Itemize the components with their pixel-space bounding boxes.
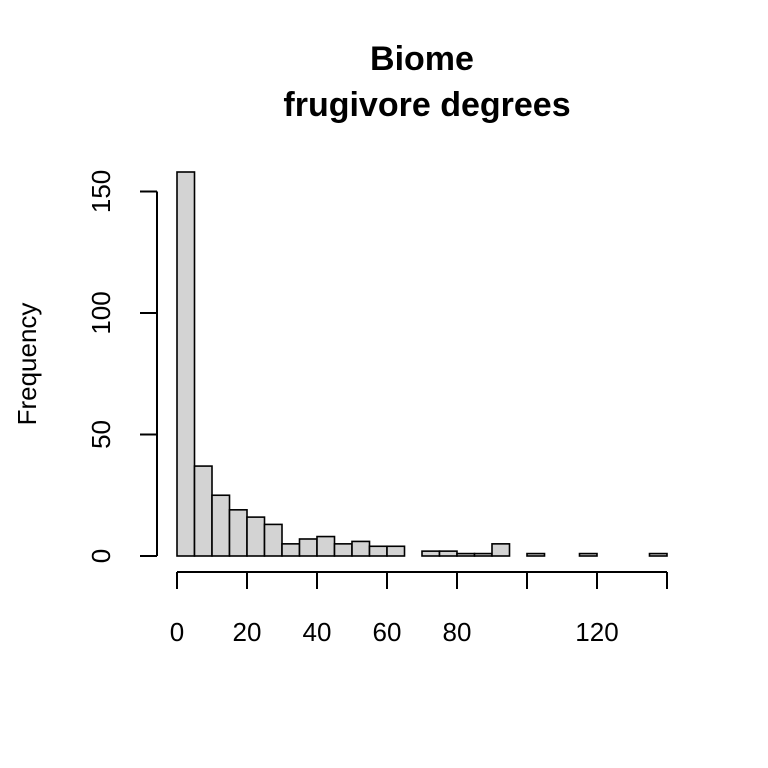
chart-title-line-1: Biome (370, 40, 474, 78)
x-tick-label: 60 (373, 617, 402, 647)
y-tick-label: 150 (86, 170, 116, 213)
histogram-bar (298, 538, 318, 557)
histogram-bar (263, 523, 283, 557)
histogram-bar (246, 516, 266, 557)
x-tick-label: 120 (575, 617, 618, 647)
x-axis: 0 20 40 60 80 120 (170, 571, 668, 647)
histogram-bar (193, 465, 213, 557)
y-tick-label: 0 (86, 549, 116, 563)
histogram-bar (578, 552, 598, 557)
histogram-bar (228, 509, 248, 557)
histogram-bar (421, 550, 441, 557)
histogram-bar (526, 552, 546, 557)
y-axis-title: Frequency (12, 303, 42, 426)
x-tick-label: 0 (170, 617, 184, 647)
histogram-bar (438, 550, 458, 557)
histogram-bar (648, 552, 668, 557)
histogram-bar (281, 543, 301, 557)
y-axis: 0 50 100 150 (86, 170, 158, 563)
histogram-bar (211, 494, 231, 557)
chart-title-line-2: frugivore degrees (283, 86, 570, 124)
histogram-bar (368, 545, 388, 557)
y-tick-label: 100 (86, 291, 116, 334)
x-tick-label: 80 (443, 617, 472, 647)
histogram-bar (351, 540, 371, 557)
histogram-bar (176, 171, 196, 557)
histogram-bar (386, 545, 406, 557)
histogram-bar (456, 552, 476, 557)
histogram-bar (333, 543, 353, 557)
bars-group (176, 171, 668, 557)
x-tick-label: 20 (233, 617, 262, 647)
histogram-bar (316, 535, 336, 557)
histogram-bar (473, 552, 493, 557)
histogram-bar (491, 543, 511, 557)
y-tick-label: 50 (86, 420, 116, 449)
x-tick-label: 40 (303, 617, 332, 647)
